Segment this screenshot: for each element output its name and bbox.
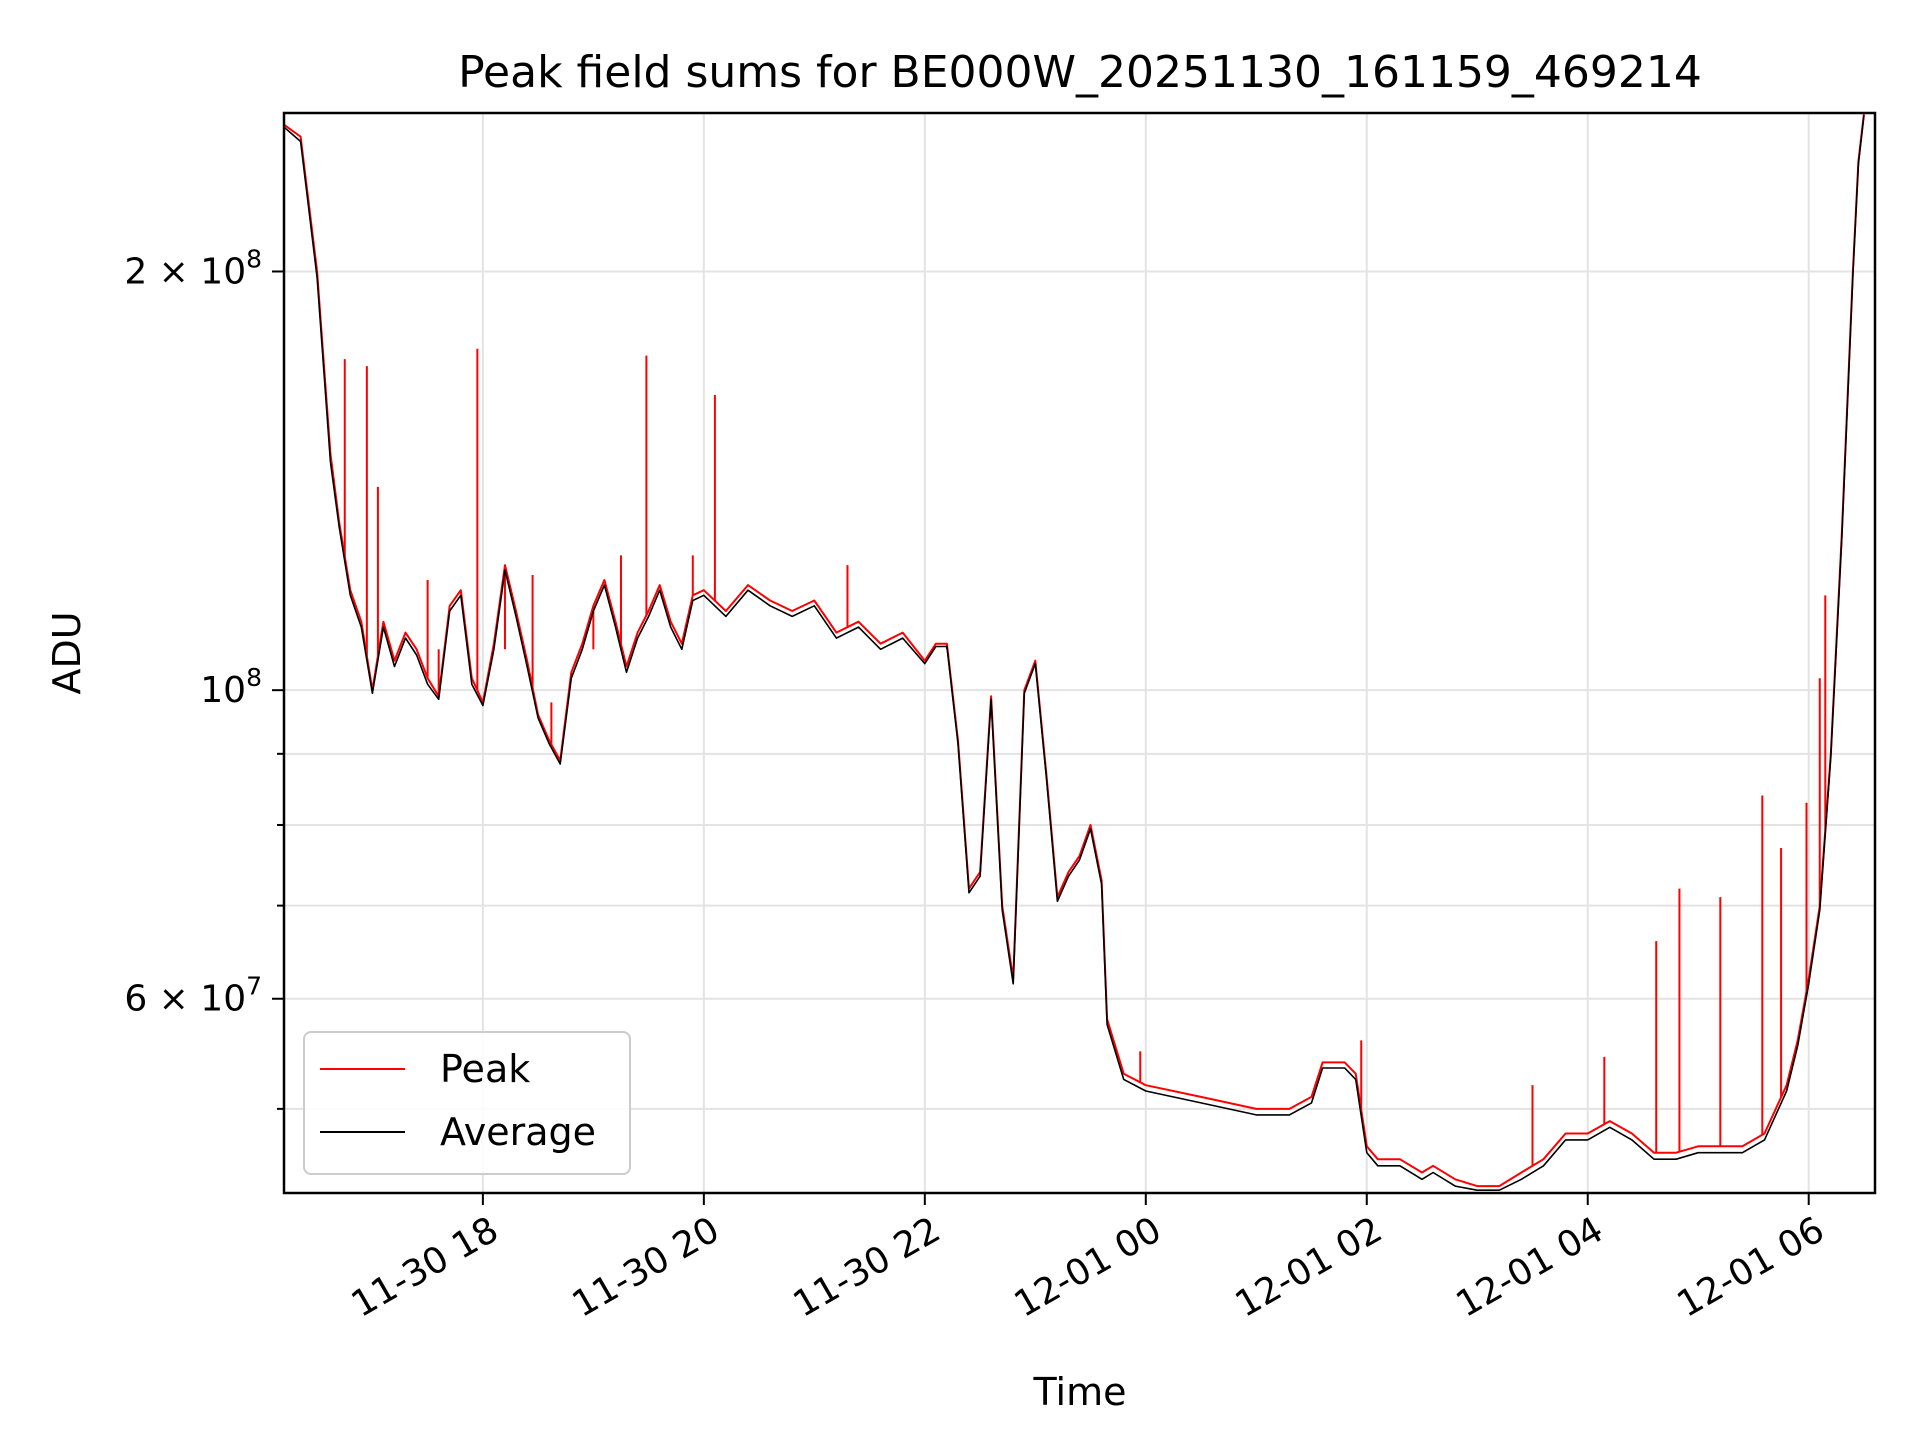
legend-label-average: Average: [440, 1110, 596, 1154]
legend-label-peak: Peak: [440, 1047, 530, 1091]
series-layer: [284, 113, 1865, 1191]
y-tick-label: 108: [200, 663, 262, 711]
series-line-average: [284, 115, 1865, 1191]
legend-box: [303, 1031, 631, 1175]
y-tick-label: 6 × 107: [124, 972, 262, 1020]
x-axis-label: Time: [1033, 1370, 1127, 1414]
y-tick-label: 2 × 108: [124, 244, 262, 292]
chart-title: Peak field sums for BE000W_20251130_1611…: [458, 47, 1702, 98]
legend: Peak Average: [303, 1031, 631, 1175]
y-axis: 6 × 107 108 2 × 108: [124, 244, 284, 1110]
plot-frame: [282, 111, 1877, 1195]
y-axis-label: ADU: [45, 611, 89, 694]
